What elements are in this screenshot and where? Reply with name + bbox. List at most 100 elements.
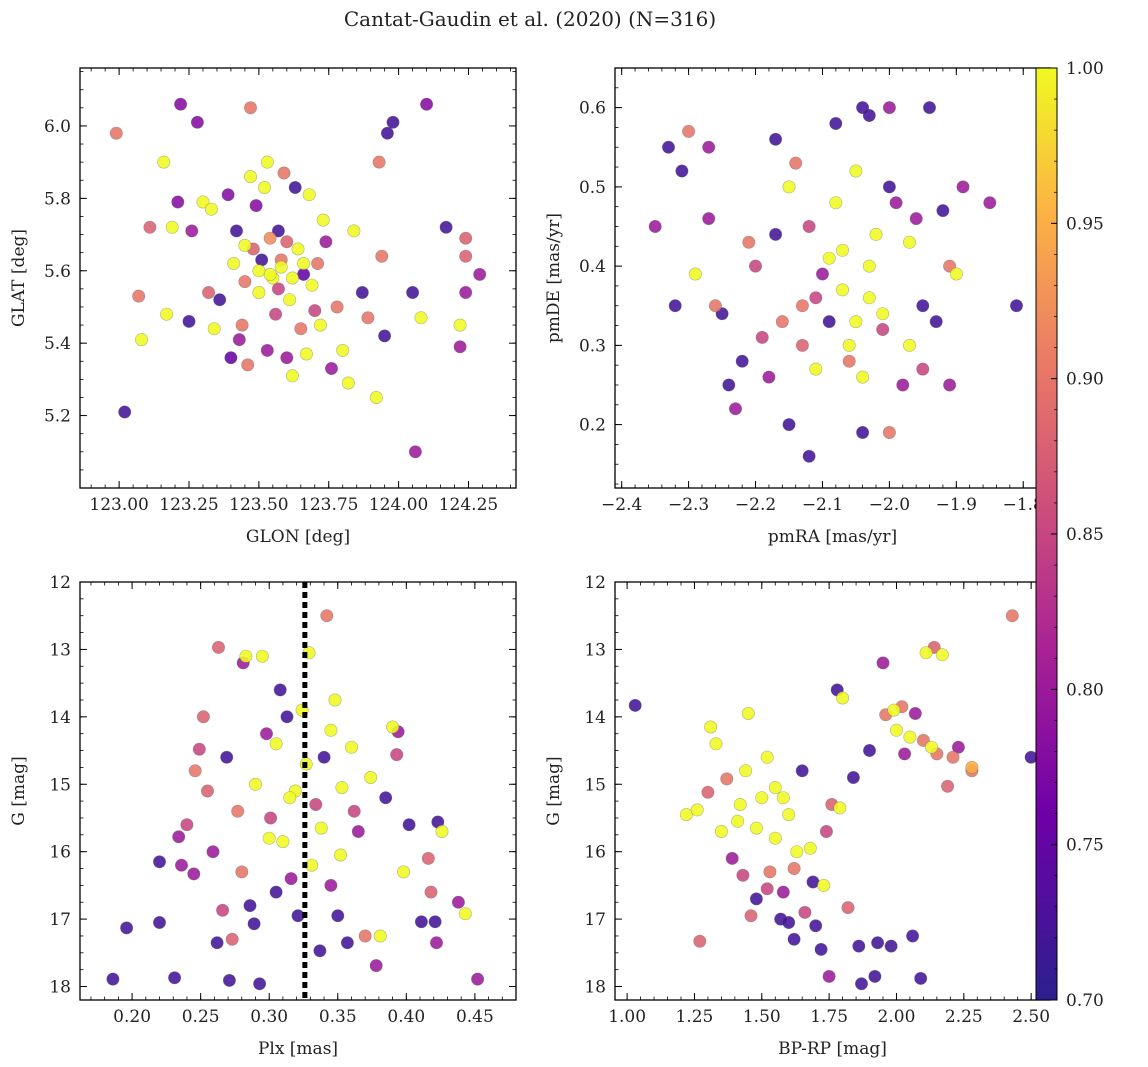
- data-point: [775, 315, 789, 329]
- data-point: [675, 164, 689, 178]
- data-point: [414, 311, 428, 325]
- panel-sky: 123.00 123.25 123.50 123.75 124.00 124.25 5.2 5…: [9, 67, 517, 547]
- data-point: [471, 972, 485, 986]
- data-point: [849, 164, 863, 178]
- data-point: [849, 315, 863, 329]
- data-point: [252, 264, 266, 278]
- data-point: [739, 764, 753, 778]
- data-point: [305, 278, 319, 292]
- data-point: [876, 307, 890, 321]
- data-point: [153, 855, 167, 869]
- y-tick-label: 5.6: [44, 262, 71, 282]
- data-point: [109, 126, 123, 140]
- y-axis-label: GLAT [deg]: [9, 229, 29, 327]
- data-point: [294, 322, 308, 336]
- data-point: [280, 351, 294, 365]
- x-tick-label: 0.45: [456, 1007, 494, 1027]
- y-tick-label: 15: [584, 775, 606, 795]
- x-axis-label: GLON [deg]: [246, 527, 350, 547]
- data-point: [725, 851, 739, 865]
- data-point: [264, 811, 278, 825]
- data-point: [299, 347, 313, 361]
- x-tick-label: 123.50: [229, 495, 288, 515]
- data-point: [262, 831, 276, 845]
- data-point: [736, 868, 750, 882]
- x-tick-label: −1.8: [1003, 495, 1044, 515]
- y-tick-label: 5.8: [44, 189, 71, 209]
- data-point: [168, 971, 182, 985]
- data-point: [271, 224, 285, 238]
- data-point: [922, 101, 936, 115]
- data-point: [364, 770, 378, 784]
- data-point: [661, 140, 675, 154]
- data-point: [722, 378, 736, 392]
- data-point: [458, 907, 472, 921]
- data-point: [946, 750, 960, 764]
- data-point: [842, 354, 856, 368]
- data-point: [283, 791, 297, 805]
- data-point: [285, 369, 299, 383]
- data-point: [755, 791, 769, 805]
- data-point: [929, 315, 943, 329]
- data-point: [802, 220, 816, 234]
- colorbar-tick-label: 0.85: [1066, 525, 1104, 545]
- data-point: [257, 181, 271, 195]
- data-point: [238, 275, 252, 289]
- data-point: [347, 224, 361, 238]
- data-point: [313, 944, 327, 958]
- colorbar-tick-label: 0.70: [1066, 991, 1104, 1011]
- points-plx: [106, 609, 485, 991]
- data-point: [180, 818, 194, 832]
- data-point: [768, 831, 782, 845]
- data-point: [439, 220, 453, 234]
- y-tick-label: 16: [584, 843, 606, 863]
- points-sky: [109, 97, 487, 459]
- data-point: [373, 929, 387, 943]
- y-axis-label: G [mag]: [9, 756, 29, 825]
- data-point: [397, 865, 411, 879]
- data-point: [871, 936, 885, 950]
- data-point: [869, 227, 883, 241]
- data-point: [285, 271, 299, 285]
- data-point: [212, 640, 226, 654]
- y-tick-label: 5.4: [44, 334, 71, 354]
- data-point: [424, 885, 438, 899]
- data-point: [862, 109, 876, 123]
- data-point: [835, 243, 849, 257]
- y-axis-label: G [mag]: [544, 756, 564, 825]
- data-point: [882, 425, 896, 439]
- data-point: [835, 283, 849, 297]
- data-point: [224, 351, 238, 365]
- data-point: [260, 343, 274, 357]
- data-point: [171, 195, 185, 209]
- data-point: [728, 402, 742, 416]
- data-point: [249, 199, 263, 213]
- data-point: [375, 249, 389, 263]
- data-point: [241, 358, 255, 372]
- x-tick-label: 1.50: [743, 1007, 781, 1027]
- data-point: [308, 304, 322, 318]
- y-tick-label: 18: [49, 978, 71, 998]
- data-point: [769, 132, 783, 146]
- panel-pm: −2.4 −2.3 −2.2 −2.1 −2.0 −1.9 −1.8 0.2 0.3 0.4 0.5…: [544, 67, 1051, 547]
- x-tick-label: 1.25: [676, 1007, 714, 1027]
- data-point: [390, 748, 404, 762]
- data-point: [704, 720, 718, 734]
- data-point: [297, 256, 311, 270]
- y-tick-label: 6.0: [44, 117, 71, 137]
- data-point: [903, 730, 917, 744]
- data-point: [273, 683, 287, 697]
- data-point: [941, 779, 955, 793]
- data-point: [876, 656, 890, 670]
- data-point: [314, 821, 328, 835]
- data-point: [782, 180, 796, 194]
- data-point: [386, 720, 400, 734]
- data-point: [324, 361, 338, 375]
- data-point: [760, 750, 774, 764]
- data-point: [755, 330, 769, 344]
- data-point: [369, 390, 383, 404]
- data-point: [305, 858, 319, 872]
- data-point: [749, 892, 763, 906]
- data-point: [276, 835, 290, 849]
- data-point: [862, 743, 876, 757]
